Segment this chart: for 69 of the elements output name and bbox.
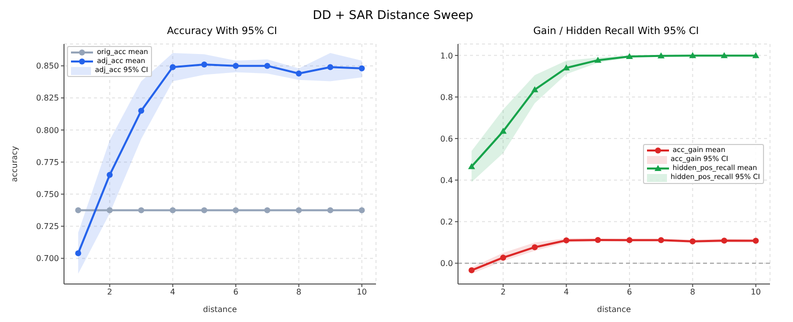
y-tick-label: 0.750 [36,190,59,199]
x-tick-label: 2 [500,288,506,297]
x-tick-label: 6 [626,288,632,297]
point [232,62,239,69]
y-axis-title: accuracy [10,146,19,182]
chart-title: Accuracy With 95% CI [166,26,278,39]
point [232,207,239,214]
point [75,250,82,256]
point [468,163,476,170]
point [752,52,760,58]
point [106,207,113,214]
point [75,207,82,214]
point [138,108,144,114]
y-tick-label: 0.8 [440,92,453,102]
y-tick-label: 0.6 [440,134,453,144]
y-tick-label: 0.725 [36,222,59,232]
point [201,62,208,68]
x-tick-label: 8 [296,288,302,297]
text: DD + SAR Distance Sweep [312,8,474,24]
point [327,64,334,70]
y-tick-label: 0.800 [36,126,59,135]
point [752,238,759,244]
x-tick-label: 4 [564,288,569,297]
point [170,207,176,214]
point [532,244,538,250]
point [594,56,602,63]
x-axis-title: distance [597,305,632,314]
y-tick-label: 0.700 [36,254,59,264]
point [626,237,632,244]
point [468,267,475,274]
point [690,238,696,244]
x-tick-label: 4 [170,288,176,297]
point [358,65,365,72]
x-tick-label: 8 [690,288,696,297]
point [106,172,113,178]
point [358,207,365,214]
point [658,52,665,58]
point [594,236,601,243]
x-tick-label: 10 [750,288,761,297]
y-tick-label: 0.825 [36,94,59,103]
point [689,52,696,58]
point [531,86,538,92]
chart-title: Gain / Hidden Recall With 95% CI [532,26,700,39]
point [626,52,633,59]
point [327,207,334,214]
point [201,207,208,214]
y-tick-label: 0.850 [36,62,59,71]
y-tick-label: 0.775 [36,158,59,167]
x-axis-title: distance [203,305,238,314]
x-tick-label: 10 [356,288,367,297]
point [562,64,570,70]
y-tick-label: 0.4 [440,176,453,185]
point [264,62,270,69]
y-tick-label: 1.0 [440,51,453,60]
point [296,207,302,214]
y-tick-label: 0.2 [440,218,453,226]
x-tick-label: 6 [233,288,238,297]
x-tick-label: 2 [107,288,112,297]
point [170,64,176,70]
point [563,237,570,244]
y-tick-label: 0.0 [440,259,453,268]
point [296,70,302,77]
point [658,237,664,244]
point [264,207,270,214]
point [721,238,728,244]
point [500,254,506,261]
point [720,52,728,58]
point [500,128,507,134]
point [138,207,144,214]
